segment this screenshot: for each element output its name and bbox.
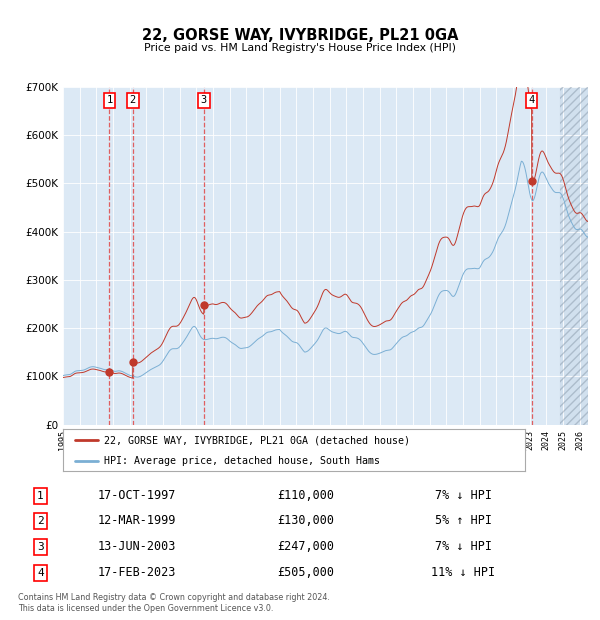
Text: 11% ↓ HPI: 11% ↓ HPI [431,567,496,579]
Point [199,301,209,311]
Text: Price paid vs. HM Land Registry's House Price Index (HPI): Price paid vs. HM Land Registry's House … [144,43,456,53]
Text: 7% ↓ HPI: 7% ↓ HPI [435,541,492,553]
Text: 7% ↓ HPI: 7% ↓ HPI [435,489,492,502]
Bar [560,87,588,425]
Text: £130,000: £130,000 [277,515,334,527]
Text: HPI: Average price, detached house, South Hams: HPI: Average price, detached house, Sout… [104,456,380,466]
Point [104,366,114,376]
Point [128,357,137,367]
Text: 4: 4 [529,95,535,105]
Text: 13-JUN-2003: 13-JUN-2003 [97,541,176,553]
Text: 3: 3 [201,95,207,105]
Text: £110,000: £110,000 [277,489,334,502]
Bar [560,87,588,425]
Text: £247,000: £247,000 [277,541,334,553]
Point [527,176,536,186]
Text: 22, GORSE WAY, IVYBRIDGE, PL21 0GA: 22, GORSE WAY, IVYBRIDGE, PL21 0GA [142,29,458,43]
Text: 1: 1 [106,95,113,105]
Text: 17-FEB-2023: 17-FEB-2023 [97,567,176,579]
Text: 1: 1 [37,491,44,501]
Text: 12-MAR-1999: 12-MAR-1999 [97,515,176,527]
Text: 22, GORSE WAY, IVYBRIDGE, PL21 0GA (detached house): 22, GORSE WAY, IVYBRIDGE, PL21 0GA (deta… [104,435,410,445]
Text: 3: 3 [37,542,44,552]
Text: Contains HM Land Registry data © Crown copyright and database right 2024.
This d: Contains HM Land Registry data © Crown c… [18,593,330,613]
Text: 17-OCT-1997: 17-OCT-1997 [97,489,176,502]
Text: 4: 4 [37,568,44,578]
Text: 2: 2 [37,516,44,526]
Text: 5% ↑ HPI: 5% ↑ HPI [435,515,492,527]
Text: 2: 2 [130,95,136,105]
Text: £505,000: £505,000 [277,567,334,579]
